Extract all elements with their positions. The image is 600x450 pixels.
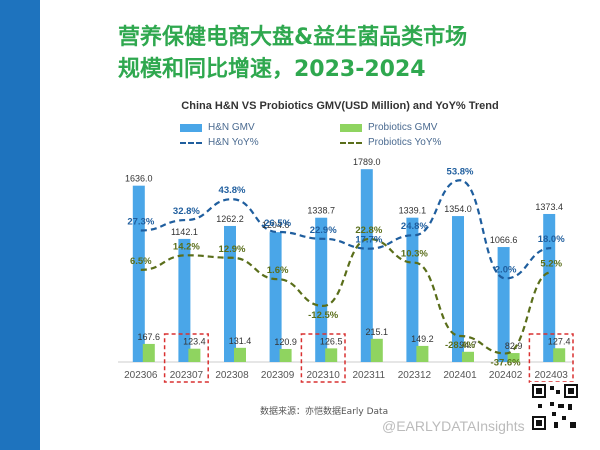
watermark: @EARLYDATAInsights xyxy=(382,418,525,434)
label-probiotics-yoy: -12.5% xyxy=(308,310,339,321)
label-hn-gmv: 1338.7 xyxy=(307,206,335,216)
highlight-box xyxy=(300,333,346,383)
legend-pro-gmv: Probiotics GMV xyxy=(340,122,437,133)
sidebar-accent xyxy=(0,0,40,450)
label-hn-yoy: 24.8% xyxy=(401,221,428,232)
bar-probiotics-gmv xyxy=(279,348,292,362)
x-tick-label: 202310 xyxy=(307,370,341,381)
label-hn-gmv: 1262.2 xyxy=(216,214,244,224)
title-line-1: 营养保健电商大盘&益生菌品类市场 xyxy=(118,25,468,50)
legend-label-pro-yoy: Probiotics YoY% xyxy=(368,137,442,148)
page-title: 营养保健电商大盘&益生菌品类市场 规模和同比增速，2023-2024 xyxy=(118,22,578,86)
x-tick-label: 202403 xyxy=(535,370,569,381)
legend-hn-gmv: H&N GMV xyxy=(180,122,255,133)
legend-label-hn-gmv: H&N GMV xyxy=(208,122,255,133)
label-probiotics-gmv: 123.4 xyxy=(183,337,206,347)
label-probiotics-gmv: 149.2 xyxy=(411,334,434,344)
label-hn-yoy: 53.8% xyxy=(447,166,474,177)
x-tick-label: 202402 xyxy=(489,370,523,381)
label-probiotics-yoy: -28.4% xyxy=(445,340,476,351)
label-hn-yoy: 43.8% xyxy=(219,185,246,196)
highlight-box xyxy=(163,333,209,383)
bar-hn-gmv xyxy=(269,232,282,362)
bar-hn-gmv xyxy=(452,216,464,362)
x-tick-label: 202307 xyxy=(170,370,204,381)
label-hn-yoy: 18.0% xyxy=(538,234,565,245)
x-tick-label: 202311 xyxy=(352,370,385,381)
label-hn-yoy: 17.7% xyxy=(355,235,382,246)
label-hn-gmv: 1636.0 xyxy=(125,174,153,184)
label-probiotics-gmv: 82.9 xyxy=(505,341,523,351)
label-probiotics-yoy: 22.8% xyxy=(355,225,382,236)
legend-hn-yoy: H&N YoY% xyxy=(180,137,259,148)
label-hn-gmv: 1339.1 xyxy=(399,206,427,216)
bar-probiotics-gmv xyxy=(188,348,201,362)
bar-hn-gmv xyxy=(543,213,556,362)
label-hn-yoy: 26.5% xyxy=(264,218,291,229)
label-hn-gmv: 1204.6 xyxy=(262,220,290,230)
legend-swatch-hn-yoy xyxy=(180,141,202,144)
bar-probiotics-gmv xyxy=(325,348,338,362)
label-hn-yoy: 32.8% xyxy=(173,206,200,217)
label-probiotics-gmv: 126.5 xyxy=(320,336,343,346)
bar-probiotics-gmv xyxy=(234,347,246,362)
label-probiotics-gmv: 120.9 xyxy=(274,337,297,347)
label-probiotics-gmv: 215.1 xyxy=(366,327,389,337)
label-probiotics-yoy: -37.6% xyxy=(491,357,522,368)
qr-code-icon xyxy=(530,382,580,432)
bar-probiotics-gmv xyxy=(507,353,520,362)
label-probiotics-yoy: 10.3% xyxy=(401,249,428,260)
label-probiotics-yoy: 6.5% xyxy=(130,256,152,267)
x-tick-label: 202306 xyxy=(124,370,158,381)
chart-title: China H&N VS Probiotics GMV(USD Million)… xyxy=(181,100,499,112)
bar-hn-gmv xyxy=(406,217,419,362)
x-tick-label: 202401 xyxy=(443,370,477,381)
label-probiotics-yoy: 14.2% xyxy=(173,241,200,252)
label-hn-gmv: 1354.0 xyxy=(444,204,472,214)
bar-probiotics-gmv xyxy=(370,338,383,362)
bar-probiotics-gmv xyxy=(416,345,429,362)
bar-hn-gmv xyxy=(360,169,373,362)
label-hn-gmv: 1373.4 xyxy=(535,202,563,212)
bar-probiotics-gmv xyxy=(462,351,474,362)
bar-hn-gmv xyxy=(178,238,191,362)
label-hn-yoy: 22.9% xyxy=(310,225,337,236)
label-hn-gmv: 1066.6 xyxy=(490,235,518,245)
legend-swatch-pro-yoy xyxy=(340,141,362,144)
label-probiotics-yoy: 1.6% xyxy=(267,265,289,276)
legend-label-pro-gmv: Probiotics GMV xyxy=(368,122,438,133)
legend-swatch-hn-gmv xyxy=(180,123,202,132)
label-probiotics-gmv: 167.6 xyxy=(138,332,161,342)
label-probiotics-gmv: 127.4 xyxy=(548,336,571,346)
label-hn-gmv: 1789.0 xyxy=(353,157,381,167)
line-probiotics-yoy xyxy=(140,237,552,355)
bar-hn-gmv xyxy=(224,225,236,362)
source-note: 数据来源：亦恺数据Early Data xyxy=(260,407,389,417)
label-hn-yoy: 2.0% xyxy=(495,264,517,275)
legend-label-hn-yoy: H&N YoY% xyxy=(208,137,259,148)
x-tick-label: 202312 xyxy=(398,370,432,381)
legend-pro-yoy: Probiotics YoY% xyxy=(340,137,441,148)
bar-probiotics-gmv xyxy=(553,348,566,362)
label-probiotics-yoy: 12.9% xyxy=(219,244,246,255)
bar-probiotics-gmv xyxy=(142,343,155,362)
label-probiotics-gmv: 131.4 xyxy=(229,336,252,346)
x-tick-label: 202309 xyxy=(261,370,295,381)
line-hn-yoy xyxy=(140,179,552,280)
label-probiotics-gmv: 94.7 xyxy=(459,340,477,350)
legend-swatch-pro-gmv xyxy=(340,123,362,132)
bar-hn-gmv xyxy=(315,217,328,362)
title-line-2: 规模和同比增速，2023-2024 xyxy=(118,57,426,82)
x-tick-label: 202308 xyxy=(215,370,249,381)
label-hn-gmv: 1142.1 xyxy=(171,227,198,237)
label-probiotics-yoy: 5.2% xyxy=(540,258,562,269)
label-hn-yoy: 27.3% xyxy=(127,216,154,227)
